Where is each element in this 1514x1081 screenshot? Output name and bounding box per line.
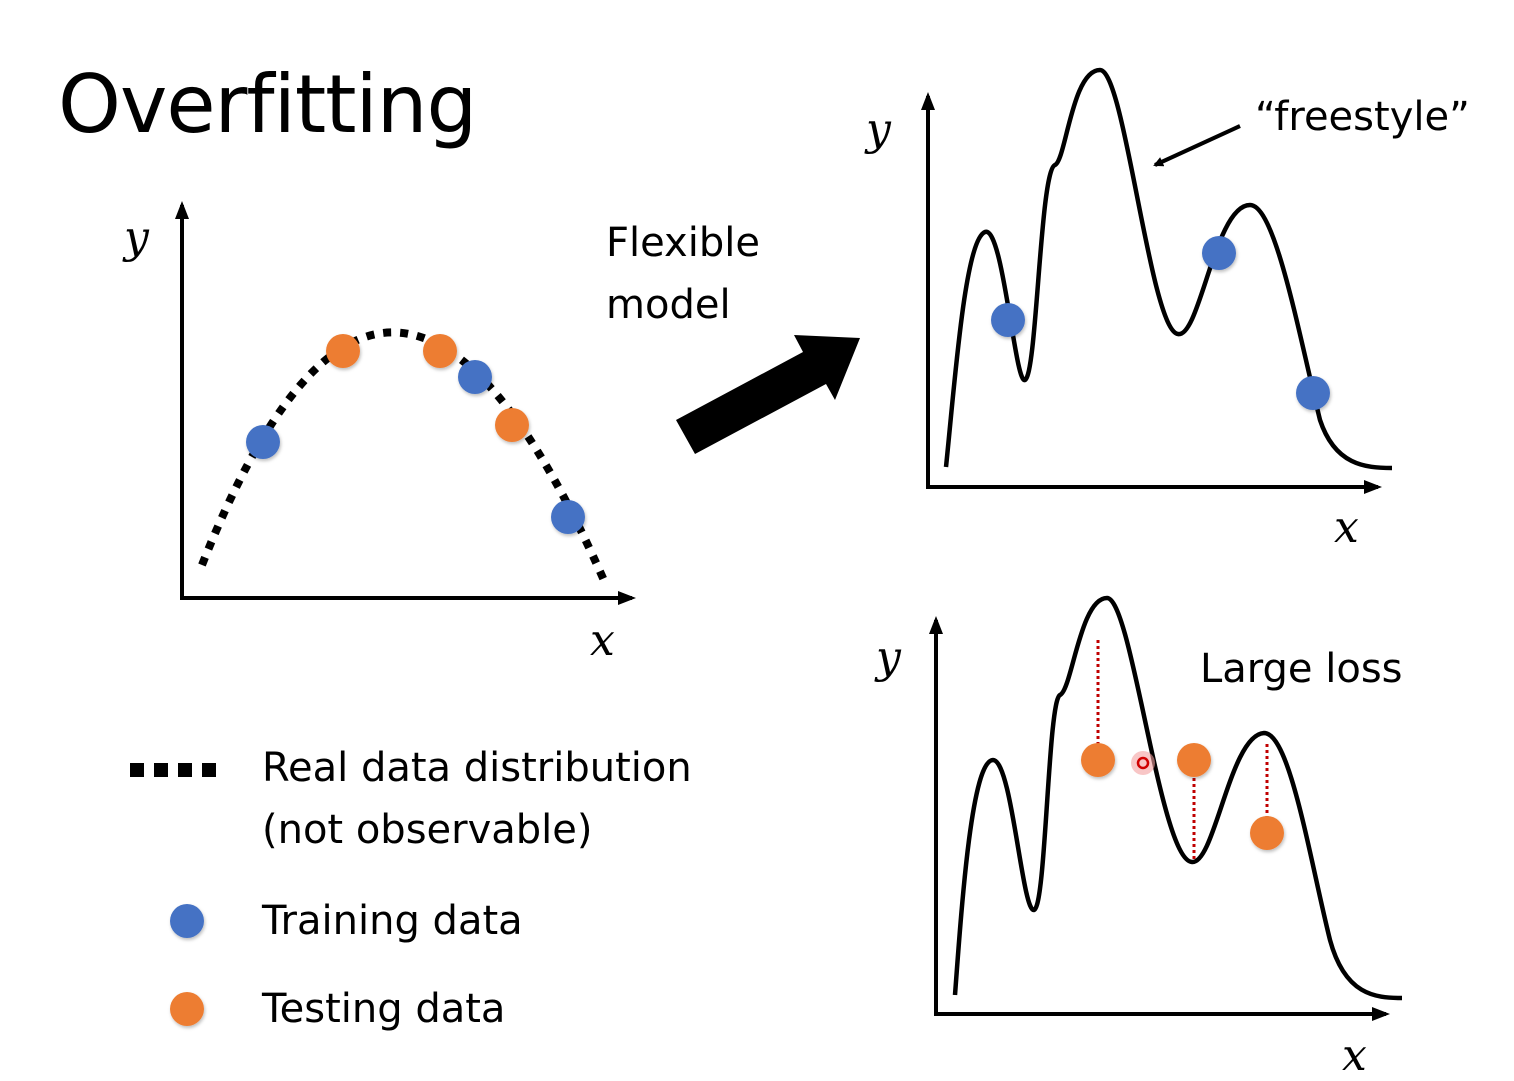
legend-training-label: Training data [262, 898, 523, 944]
testing-point [326, 334, 360, 368]
legend-testing-icon [170, 992, 204, 1026]
overfit-curve [952, 595, 1403, 1001]
legend-real-distribution: Real data distribution (not observable) [262, 737, 692, 861]
flexible-model-line-2: model [606, 282, 731, 328]
flexible-model-label: Flexible model [606, 212, 760, 336]
top-right-plot-points [991, 236, 1330, 410]
legend-dotted-line-icon [130, 763, 216, 777]
left-plot-axes [175, 201, 636, 605]
left-x-axis-label: x [590, 615, 615, 666]
left-y-axis-label: y [124, 212, 149, 263]
freestyle-pointer-arrow [1153, 124, 1241, 167]
left-plot-points [246, 334, 585, 534]
testing-point [1177, 743, 1211, 777]
freestyle-curve [943, 67, 1393, 471]
legend-real-line-1: Real data distribution [262, 745, 692, 791]
bottom-right-y-axis-label: y [876, 632, 901, 683]
training-point [551, 500, 585, 534]
testing-point [1081, 743, 1115, 777]
flexible-model-line-1: Flexible [606, 220, 760, 266]
bottom-right-plot-axes [929, 616, 1390, 1021]
training-point [1202, 236, 1236, 270]
bottom-right-x-axis-label: x [1342, 1030, 1367, 1081]
cursor-highlight [1131, 751, 1155, 775]
top-right-y-axis-label: y [866, 104, 891, 155]
page-title: Overfitting [58, 58, 477, 151]
freestyle-label: “freestyle” [1255, 94, 1470, 140]
large-loss-label: Large loss [1200, 646, 1403, 692]
top-right-x-axis-label: x [1334, 502, 1359, 553]
training-point [458, 360, 492, 394]
training-point [1296, 376, 1330, 410]
training-point [246, 425, 280, 459]
top-right-plot-axes [921, 92, 1382, 494]
big-arrow [676, 335, 860, 454]
legend-testing-label: Testing data [262, 986, 506, 1032]
testing-point [495, 408, 529, 442]
legend-real-line-2: (not observable) [262, 807, 593, 853]
testing-point [1250, 816, 1284, 850]
bottom-right-plot-points [1081, 743, 1284, 850]
legend-icons [130, 763, 216, 1026]
legend-training-icon [170, 904, 204, 938]
testing-point [423, 334, 457, 368]
training-point [991, 303, 1025, 337]
